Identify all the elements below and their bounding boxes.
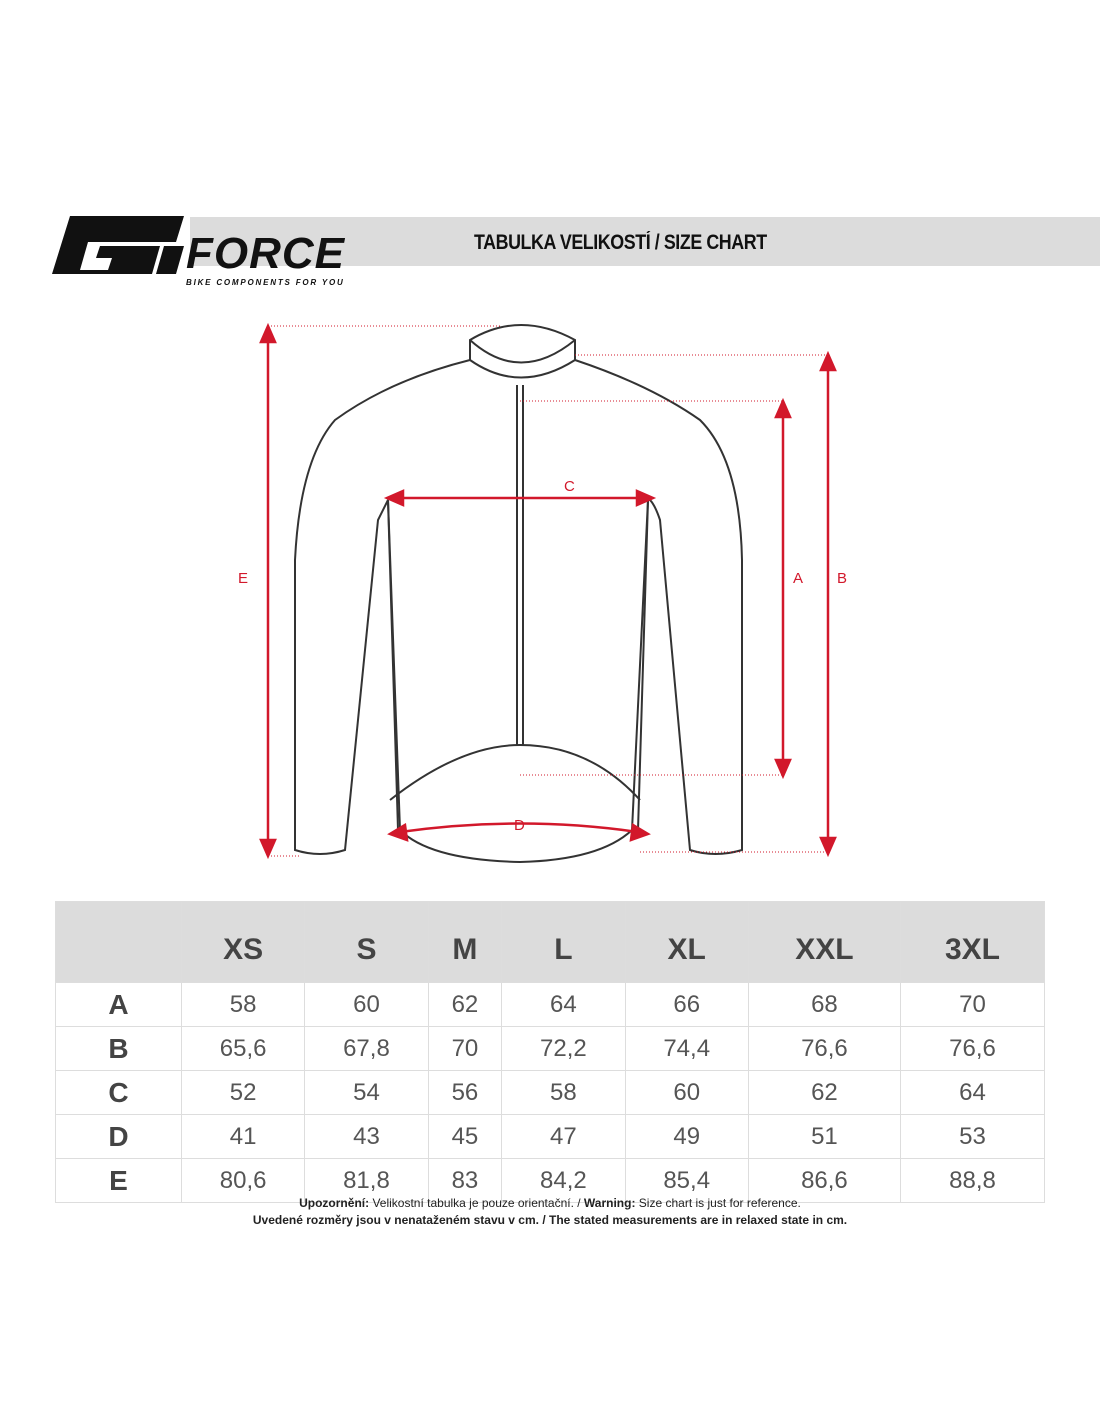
table-cell: 51 — [747, 1114, 902, 1159]
table-row: A 58 60 62 64 66 68 70 — [55, 982, 1045, 1027]
row-label: C — [55, 1070, 182, 1115]
warning-note: Upozornění: Velikostní tabulka je pouze … — [299, 1196, 801, 1210]
table-cell: 65,6 — [180, 1026, 306, 1071]
table-cell: 54 — [304, 1070, 429, 1115]
table-cell: 45 — [427, 1114, 503, 1159]
table-cell: 56 — [427, 1070, 503, 1115]
row-label: E — [55, 1158, 182, 1203]
table-cell: 60 — [304, 982, 429, 1027]
table-cell: 72,2 — [501, 1026, 626, 1071]
table-cell: 70 — [427, 1026, 503, 1071]
label-d: D — [514, 817, 525, 834]
table-cell: 49 — [624, 1114, 749, 1159]
jersey-outline — [294, 324, 743, 864]
table-row: C 52 54 56 58 60 62 64 — [55, 1070, 1045, 1115]
brand-name: FORCE — [186, 229, 345, 278]
row-label: A — [55, 982, 182, 1027]
size-header-row: XS S M L XL XXL 3XL — [55, 901, 1045, 983]
table-cell: 41 — [180, 1114, 306, 1159]
table-cell: 58 — [180, 982, 306, 1027]
arrow-d — [399, 822, 639, 834]
table-cell: 53 — [900, 1114, 1045, 1159]
header-band — [190, 217, 1100, 266]
table-cell: 76,6 — [900, 1026, 1045, 1071]
table-row: B 65,6 67,8 70 72,2 74,4 76,6 76,6 — [55, 1026, 1045, 1071]
label-a: A — [793, 570, 803, 587]
table-cell: 81,8 — [304, 1158, 429, 1203]
table-cell: 64 — [900, 1070, 1045, 1115]
size-col: M — [427, 901, 503, 983]
label-c: C — [564, 478, 575, 495]
label-b: B — [837, 570, 847, 587]
table-cell: 76,6 — [747, 1026, 902, 1071]
table-cell: 62 — [427, 982, 503, 1027]
table-cell: 66 — [624, 982, 749, 1027]
brand-tagline: BIKE COMPONENTS FOR YOU — [186, 278, 345, 287]
table-row: D 41 43 45 47 49 51 53 — [55, 1114, 1045, 1159]
table-cell: 67,8 — [304, 1026, 429, 1071]
table-cell: 62 — [747, 1070, 902, 1115]
table-cell: 64 — [501, 982, 626, 1027]
size-col: 3XL — [900, 901, 1045, 983]
table-row: E 80,6 81,8 83 84,2 85,4 86,6 88,8 — [55, 1158, 1045, 1203]
table-cell: 68 — [747, 982, 902, 1027]
guide-lines — [268, 325, 828, 857]
label-e: E — [238, 570, 248, 587]
table-cell: 83 — [427, 1158, 503, 1203]
row-label: B — [55, 1026, 182, 1071]
table-cell: 47 — [501, 1114, 626, 1159]
measurement-note: Uvedené rozměry jsou v nenataženém stavu… — [252, 1213, 848, 1227]
jersey-diagram: E A B C D — [238, 322, 847, 864]
table-cell: 43 — [304, 1114, 429, 1159]
table-cell: 88,8 — [900, 1158, 1045, 1203]
size-col: XL — [624, 901, 749, 983]
table-cell: 86,6 — [747, 1158, 902, 1203]
table-cell: 74,4 — [624, 1026, 749, 1071]
size-col: L — [501, 901, 626, 983]
table-cell: 80,6 — [180, 1158, 306, 1203]
table-cell: 58 — [501, 1070, 626, 1115]
size-col: S — [304, 901, 429, 983]
row-label: D — [55, 1114, 182, 1159]
table-cell: 60 — [624, 1070, 749, 1115]
table-cell: 52 — [180, 1070, 306, 1115]
size-table: XS S M L XL XXL 3XL A 58 60 62 64 66 68 70 B 65,6… — [55, 901, 1045, 1203]
force-logo-icon — [52, 216, 184, 274]
table-cell: 70 — [900, 982, 1045, 1027]
table-cell: 84,2 — [501, 1158, 626, 1203]
measure-arrows — [259, 322, 837, 860]
table-cell: 85,4 — [624, 1158, 749, 1203]
size-col: XXL — [747, 901, 902, 983]
size-col: XS — [180, 901, 306, 983]
page-title: TABULKA VELIKOSTÍ / SIZE CHART — [474, 231, 767, 254]
